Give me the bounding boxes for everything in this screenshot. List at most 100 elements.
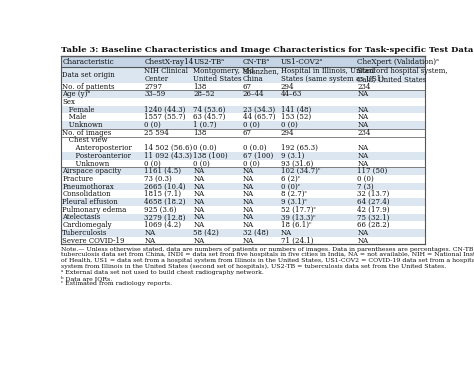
Text: 0 (0)ᶜ: 0 (0)ᶜ bbox=[281, 183, 300, 191]
Text: Montgomery, Md,: Montgomery, Md, bbox=[193, 67, 256, 75]
Text: 0 (0): 0 (0) bbox=[243, 159, 259, 167]
Text: Pneumothorax: Pneumothorax bbox=[63, 183, 114, 191]
Text: NA: NA bbox=[357, 121, 368, 129]
Text: 67 (100): 67 (100) bbox=[243, 152, 273, 160]
Text: 234: 234 bbox=[357, 129, 371, 137]
Text: 1069 (4.2): 1069 (4.2) bbox=[144, 221, 182, 229]
Text: 9 (3.1): 9 (3.1) bbox=[281, 152, 304, 160]
Text: of Health, US1 = data set from a hospital system from Illinois in the United Sta: of Health, US1 = data set from a hospita… bbox=[61, 258, 474, 263]
Text: 102 (34.7)ᶜ: 102 (34.7)ᶜ bbox=[281, 167, 320, 175]
Bar bbox=[61, 121, 425, 129]
Text: 73 (0.3): 73 (0.3) bbox=[144, 175, 172, 183]
Text: 23 (34.3): 23 (34.3) bbox=[243, 106, 275, 114]
Text: NA: NA bbox=[243, 167, 254, 175]
Text: 44–63: 44–63 bbox=[281, 90, 302, 98]
Text: NA: NA bbox=[357, 113, 368, 121]
Text: Characteristic: Characteristic bbox=[63, 58, 114, 66]
Bar bbox=[61, 206, 425, 213]
Text: 0 (0.0): 0 (0.0) bbox=[193, 144, 217, 152]
Text: 294: 294 bbox=[281, 82, 294, 91]
Text: system from Illinois in the United States (second set of hospitals), US2-TB = tu: system from Illinois in the United State… bbox=[61, 264, 446, 269]
Text: 1815 (7.1): 1815 (7.1) bbox=[144, 190, 182, 198]
Text: NA: NA bbox=[243, 175, 254, 183]
Text: 0 (0): 0 (0) bbox=[243, 121, 259, 129]
Text: 33–59: 33–59 bbox=[144, 90, 165, 98]
Text: NA: NA bbox=[357, 152, 368, 160]
Text: NA: NA bbox=[357, 144, 368, 152]
Text: Center: Center bbox=[144, 75, 168, 83]
Text: NIH Clinical: NIH Clinical bbox=[144, 67, 188, 75]
Text: 1557 (55.7): 1557 (55.7) bbox=[144, 113, 186, 121]
Text: NA: NA bbox=[193, 183, 205, 191]
Text: 75 (32.1): 75 (32.1) bbox=[357, 213, 390, 222]
Text: 117 (50): 117 (50) bbox=[357, 167, 388, 175]
Bar bbox=[61, 198, 425, 206]
Text: Posteroanterior: Posteroanterior bbox=[63, 152, 131, 160]
Text: NA: NA bbox=[193, 221, 205, 229]
Text: ChestX-ray14: ChestX-ray14 bbox=[144, 58, 194, 66]
Text: Pulmonary edema: Pulmonary edema bbox=[63, 206, 127, 214]
Text: Anteroposterior: Anteroposterior bbox=[63, 144, 132, 152]
Text: 26–44: 26–44 bbox=[243, 90, 264, 98]
Bar bbox=[61, 129, 425, 137]
Bar bbox=[61, 160, 425, 167]
Text: CheXpert (Validation)ᵃ: CheXpert (Validation)ᵃ bbox=[357, 58, 439, 66]
Text: Calif, United States: Calif, United States bbox=[357, 75, 427, 83]
Bar bbox=[61, 221, 425, 229]
Text: Note.— Unless otherwise stated, data are numbers of patients or numbers of image: Note.— Unless otherwise stated, data are… bbox=[61, 247, 474, 252]
Text: 138 (100): 138 (100) bbox=[193, 152, 228, 160]
Text: 71 (24.1): 71 (24.1) bbox=[281, 237, 313, 244]
Bar bbox=[61, 56, 425, 67]
Text: Age (y)ᵇ: Age (y)ᵇ bbox=[63, 90, 91, 98]
Text: US1-COV2ᵃ: US1-COV2ᵃ bbox=[281, 58, 323, 66]
Text: NA: NA bbox=[243, 206, 254, 214]
Text: 1240 (44.3): 1240 (44.3) bbox=[144, 106, 186, 114]
Bar bbox=[61, 91, 425, 98]
Bar bbox=[61, 213, 425, 221]
Text: 8 (2.7)ᶜ: 8 (2.7)ᶜ bbox=[281, 190, 307, 198]
Text: 67: 67 bbox=[243, 129, 252, 137]
Text: 925 (3.6): 925 (3.6) bbox=[144, 206, 177, 214]
Text: 14 502 (56.6): 14 502 (56.6) bbox=[144, 144, 192, 152]
Bar bbox=[61, 137, 425, 144]
Text: ᵇ Data are IQRs.: ᵇ Data are IQRs. bbox=[61, 276, 112, 281]
Text: 58 (42): 58 (42) bbox=[193, 229, 219, 237]
Bar bbox=[61, 183, 425, 191]
Bar bbox=[61, 175, 425, 183]
Text: 0 (0.0): 0 (0.0) bbox=[243, 144, 266, 152]
Text: Sex: Sex bbox=[63, 98, 75, 106]
Text: Airspace opacity: Airspace opacity bbox=[63, 167, 122, 175]
Text: NA: NA bbox=[357, 229, 368, 237]
Text: 74 (53.6): 74 (53.6) bbox=[193, 106, 226, 114]
Text: 0 (0): 0 (0) bbox=[144, 159, 161, 167]
Text: 0 (0): 0 (0) bbox=[193, 159, 210, 167]
Text: 138: 138 bbox=[193, 82, 207, 91]
Text: 64 (27.4): 64 (27.4) bbox=[357, 198, 390, 206]
Text: 1 (0.7): 1 (0.7) bbox=[193, 121, 217, 129]
Bar bbox=[61, 83, 425, 91]
Text: China: China bbox=[243, 75, 264, 83]
Text: Table 3: Baseline Characteristics and Image Characteristics for Task-specific Te: Table 3: Baseline Characteristics and Im… bbox=[61, 46, 474, 54]
Text: NA: NA bbox=[144, 229, 155, 237]
Text: Hospital in Illinois, United: Hospital in Illinois, United bbox=[281, 67, 374, 75]
Text: No. of patients: No. of patients bbox=[63, 82, 115, 91]
Text: NA: NA bbox=[243, 237, 254, 244]
Text: 32 (48): 32 (48) bbox=[243, 229, 268, 237]
Text: 52 (17.7)ᶜ: 52 (17.7)ᶜ bbox=[281, 206, 316, 214]
Bar bbox=[61, 191, 425, 198]
Text: NA: NA bbox=[243, 190, 254, 198]
Text: 3279 (12.8): 3279 (12.8) bbox=[144, 213, 186, 222]
Text: NA: NA bbox=[243, 213, 254, 222]
Text: NA: NA bbox=[193, 190, 205, 198]
Text: 0 (0): 0 (0) bbox=[281, 121, 298, 129]
Text: 153 (52): 153 (52) bbox=[281, 113, 311, 121]
Text: ᵃ External data set not used to build chest radiography network.: ᵃ External data set not used to build ch… bbox=[61, 270, 264, 275]
Text: No. of images: No. of images bbox=[63, 129, 111, 137]
Text: tuberculosis data set from China, INDI = data set from five hospitals in five ci: tuberculosis data set from China, INDI =… bbox=[61, 252, 474, 258]
Text: 39 (13.3)ᶜ: 39 (13.3)ᶜ bbox=[281, 213, 316, 222]
Text: 25 594: 25 594 bbox=[144, 129, 169, 137]
Text: NA: NA bbox=[243, 183, 254, 191]
Text: Severe COVID-19: Severe COVID-19 bbox=[63, 237, 125, 244]
Text: ᶜ Estimated from radiology reports.: ᶜ Estimated from radiology reports. bbox=[61, 281, 172, 286]
Text: 2797: 2797 bbox=[144, 82, 162, 91]
